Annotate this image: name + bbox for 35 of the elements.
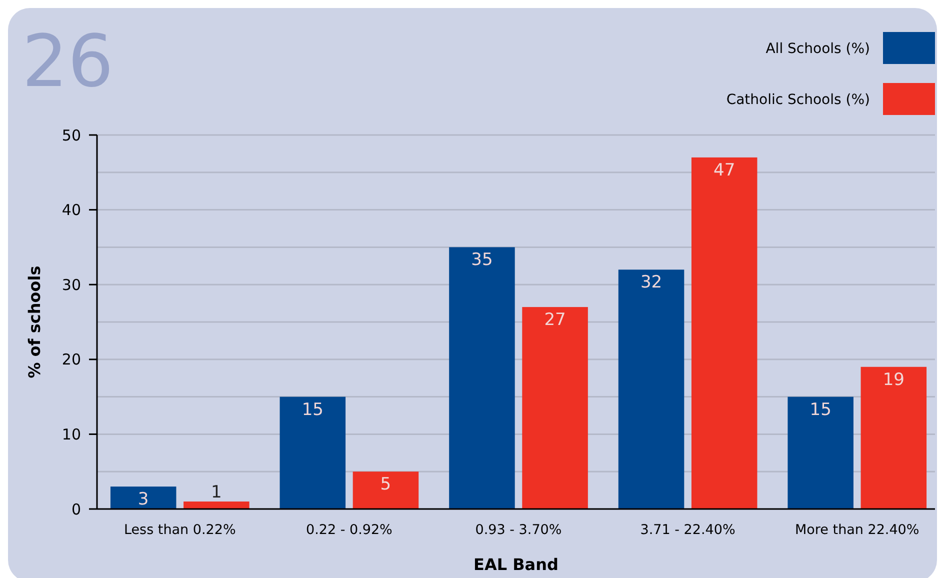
data-label: 1 [211, 482, 222, 503]
data-label: 15 [810, 400, 832, 420]
bar [618, 270, 684, 509]
data-label: 5 [380, 474, 392, 495]
data-label: 32 [640, 272, 662, 293]
bar [449, 247, 515, 509]
data-label: 19 [882, 370, 904, 390]
data-label: 15 [302, 400, 324, 420]
y-tick-label: 30 [62, 276, 81, 294]
y-tick-label: 40 [62, 201, 81, 220]
bar [691, 157, 758, 509]
bar [860, 366, 927, 509]
y-tick-label: 10 [62, 425, 81, 444]
y-tick-label: 20 [62, 350, 81, 369]
data-label: 35 [471, 250, 493, 270]
x-tick-label: Less than 0.22% [124, 522, 236, 538]
bar [280, 396, 346, 509]
y-tick-label: 0 [71, 500, 81, 518]
x-tick-label: 0.93 - 3.70% [475, 522, 562, 538]
data-label: 47 [714, 160, 736, 180]
bar [788, 396, 854, 509]
y-tick-label: 50 [62, 126, 81, 144]
y-axis-title: % of schools [25, 266, 44, 378]
legend-label: Catholic Schools (%) [726, 92, 870, 108]
bar [352, 472, 419, 509]
data-label: 3 [138, 490, 149, 510]
legend-label: All Schools (%) [766, 40, 870, 57]
x-tick-label: 3.71 - 22.40% [640, 522, 736, 538]
bar [184, 502, 250, 509]
x-tick-label: More than 22.40% [795, 522, 920, 538]
bar [110, 486, 176, 509]
x-tick-label: 0.22 - 0.92% [306, 522, 393, 538]
x-axis-title: EAL Band [474, 555, 558, 574]
data-label: 27 [544, 310, 566, 330]
bar [522, 307, 588, 509]
